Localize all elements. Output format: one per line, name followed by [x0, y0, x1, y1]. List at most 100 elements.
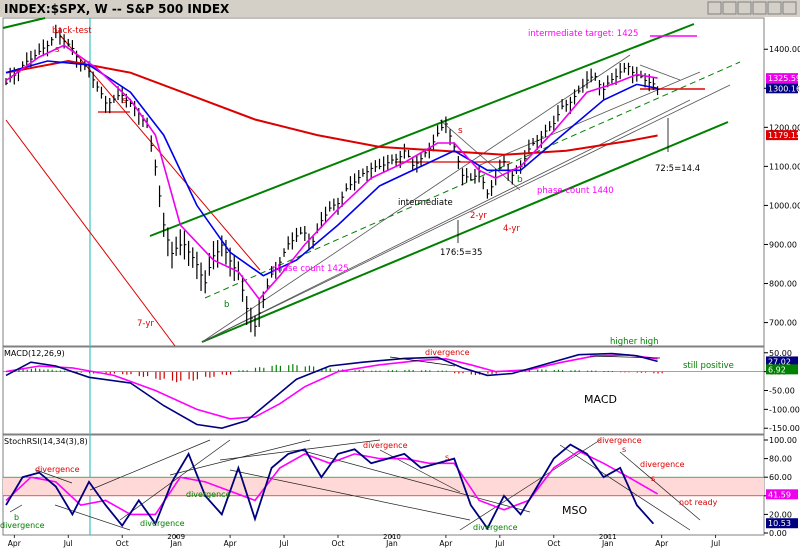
price-bar: [403, 143, 407, 159]
macd-y-tick-label: -150.00: [769, 424, 800, 433]
price-annotation: s: [458, 126, 463, 136]
x-tick-label: Apr: [224, 539, 238, 548]
x-tick-label: Jan: [169, 539, 182, 548]
price-bar: [113, 94, 116, 103]
stoch-trend-line: [35, 469, 73, 484]
stoch-trend-line: [54, 504, 131, 531]
price-annotation: higher high: [610, 337, 659, 347]
macd-panel-title: MACD(12,26,9): [4, 349, 65, 358]
price-bar: [167, 227, 170, 257]
fan-line: [439, 119, 521, 191]
minimize-button[interactable]: [722, 1, 737, 15]
price-bar: [503, 155, 506, 167]
price-bar: [5, 78, 8, 86]
price-bar: [233, 254, 237, 281]
price-bar: [549, 121, 552, 132]
price-annotation: 4-yr: [503, 224, 520, 234]
macd-divergence-line: [589, 355, 661, 359]
price-bar: [366, 165, 370, 182]
price-bar: [179, 229, 183, 256]
price-bar: [536, 134, 540, 150]
price-bar: [544, 124, 548, 137]
price-bar: [217, 240, 220, 268]
stoch-annotation: divergence: [473, 523, 518, 532]
x-tick-label: Jan: [601, 539, 614, 548]
macd-y-tick-label: 50.00: [769, 349, 792, 358]
close-button[interactable]: [782, 1, 797, 15]
price-y-tick-label: 900.00: [769, 240, 797, 249]
ma-fast-line: [5, 44, 658, 301]
stoch-y-tick-label: 60.00: [769, 473, 792, 482]
stoch-y-value-tag: [766, 518, 798, 529]
stoch-annotation: b: [14, 513, 19, 522]
price-bar: [499, 159, 502, 171]
price-bar: [96, 81, 100, 92]
x-tick-label: Oct: [547, 539, 560, 548]
price-bar: [121, 86, 125, 104]
price-bar: [632, 66, 635, 84]
price-bar: [283, 248, 287, 257]
x-tick-label: Oct: [332, 539, 345, 548]
price-bar: [611, 72, 614, 84]
price-bar: [461, 168, 465, 186]
green-top-left: [2, 17, 46, 29]
price-bar: [511, 168, 515, 185]
x-tick-label: Apr: [8, 539, 22, 548]
price-bar: [432, 134, 436, 152]
stoch-annotation: divergence: [640, 460, 685, 469]
macd-line: [5, 352, 658, 430]
stoch-annotation: divergence: [140, 519, 185, 528]
x-tick-label: Apr: [655, 539, 669, 548]
stoch-neutral-band: [3, 477, 764, 496]
price-bar: [109, 97, 112, 114]
price-bar: [196, 251, 199, 280]
price-bar: [34, 49, 38, 61]
scroll-button[interactable]: [767, 1, 782, 15]
macd-annotation: divergence: [425, 348, 470, 357]
help-button[interactable]: [707, 1, 722, 15]
price-annotation: s: [55, 45, 60, 55]
stoch-trend-line: [619, 451, 701, 521]
stoch-annotation: s: [651, 474, 655, 483]
price-bar: [623, 62, 627, 73]
macd-y-value-tag: [766, 364, 798, 375]
stoch-y-value-tag: [766, 489, 798, 500]
price-bar: [291, 232, 295, 250]
price-bar: [71, 40, 75, 56]
green-channel-upper: [149, 23, 695, 237]
price-bar: [354, 173, 357, 191]
x-tick-label: Jul: [279, 539, 289, 548]
price-annotation: back-test: [52, 26, 92, 36]
price-bar: [482, 176, 486, 190]
price-bar: [320, 211, 324, 229]
price-bar: [387, 154, 390, 172]
stoch-annotation: s: [622, 445, 626, 454]
price-panel: [2, 17, 765, 347]
macd-y-value-tag-label: 6.92: [768, 365, 786, 374]
price-y-tick-label: 1200.00: [769, 123, 800, 132]
price-bar: [586, 71, 589, 89]
price-bar: [254, 315, 257, 337]
price-bar: [441, 119, 444, 131]
tile-button[interactable]: [737, 1, 752, 15]
window-controls[interactable]: [707, 1, 797, 15]
price-bar: [183, 230, 187, 260]
x-year-label: 2011: [599, 533, 617, 541]
price-bar: [619, 63, 623, 80]
price-bar: [416, 155, 419, 173]
price-bar: [466, 168, 469, 183]
maximize-button[interactable]: [752, 1, 767, 15]
price-bar: [55, 24, 58, 39]
price-bar: [627, 62, 631, 76]
stoch-annotation: divergence: [0, 521, 45, 530]
price-y-value-tag: [766, 73, 798, 84]
x-tick-label: Jul: [63, 539, 73, 548]
window-titlebar: INDEX:$SPX, W -- S&P 500 INDEX: [0, 0, 800, 17]
price-bar: [188, 240, 191, 266]
price-bar: [200, 262, 204, 291]
macd-annotation: still positive: [683, 361, 734, 371]
price-bar: [412, 156, 415, 172]
stoch-trend-line: [9, 504, 23, 513]
price-bar: [553, 115, 556, 132]
price-annotation: phase count 1425: [272, 264, 349, 274]
